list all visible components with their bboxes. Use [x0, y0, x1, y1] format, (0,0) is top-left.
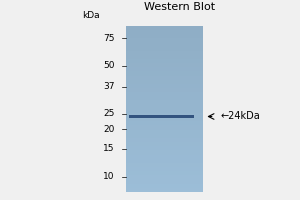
Bar	[127, 84, 203, 88]
Text: 37: 37	[103, 82, 115, 91]
Bar	[127, 146, 203, 150]
Text: 50: 50	[103, 61, 115, 70]
Bar	[127, 180, 203, 184]
Bar	[127, 26, 203, 30]
Bar	[127, 163, 203, 167]
Bar	[127, 63, 203, 67]
Bar	[129, 115, 194, 118]
Bar	[127, 100, 203, 105]
Bar	[127, 167, 203, 171]
Bar	[127, 159, 203, 163]
Bar	[127, 80, 203, 84]
Bar	[127, 109, 203, 113]
Bar	[127, 175, 203, 180]
Text: 15: 15	[103, 144, 115, 153]
Bar	[127, 38, 203, 42]
Bar	[127, 138, 203, 142]
Bar	[127, 150, 203, 155]
Bar	[127, 134, 203, 138]
Text: 25: 25	[103, 109, 115, 118]
Bar	[127, 142, 203, 146]
Bar	[127, 155, 203, 159]
Bar	[127, 184, 203, 188]
Text: ←24kDa: ←24kDa	[220, 111, 260, 121]
Text: 20: 20	[103, 125, 115, 134]
Bar	[127, 42, 203, 46]
Bar	[127, 125, 203, 130]
Bar	[127, 30, 203, 34]
Bar	[127, 171, 203, 175]
Bar	[127, 55, 203, 59]
Text: Western Blot: Western Blot	[144, 2, 215, 12]
Text: 75: 75	[103, 34, 115, 43]
Bar	[127, 117, 203, 121]
Bar	[127, 75, 203, 80]
Bar	[127, 59, 203, 63]
Bar	[127, 130, 203, 134]
Bar	[127, 105, 203, 109]
Bar	[127, 71, 203, 75]
Bar	[127, 92, 203, 96]
Text: kDa: kDa	[82, 11, 100, 20]
Bar	[127, 67, 203, 71]
Bar	[127, 26, 203, 192]
Bar	[127, 46, 203, 51]
Bar	[127, 188, 203, 192]
Bar	[127, 96, 203, 100]
Bar	[127, 34, 203, 38]
Text: 10: 10	[103, 172, 115, 181]
Bar	[127, 51, 203, 55]
Bar	[127, 121, 203, 125]
Bar	[127, 113, 203, 117]
Bar	[127, 88, 203, 92]
